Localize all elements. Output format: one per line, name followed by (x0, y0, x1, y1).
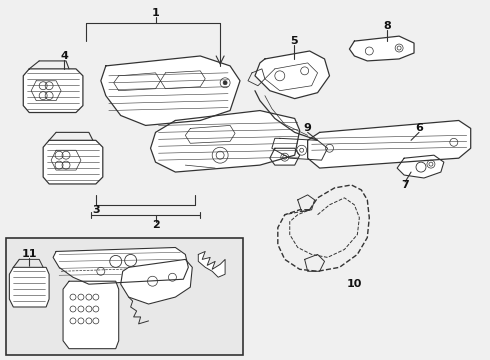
Text: 1: 1 (151, 8, 159, 18)
Text: 4: 4 (60, 51, 68, 61)
Polygon shape (272, 138, 327, 160)
Polygon shape (101, 56, 240, 125)
Text: 2: 2 (151, 220, 159, 230)
Text: 5: 5 (290, 36, 297, 46)
Polygon shape (63, 281, 119, 349)
Polygon shape (53, 247, 188, 284)
Bar (6, 238, 243, 355)
Polygon shape (349, 36, 414, 61)
Text: 3: 3 (92, 205, 99, 215)
Text: 9: 9 (304, 123, 312, 134)
Polygon shape (150, 111, 300, 172)
Polygon shape (198, 251, 225, 277)
Text: 10: 10 (347, 279, 362, 289)
Polygon shape (23, 69, 83, 113)
Text: 6: 6 (415, 123, 423, 134)
Polygon shape (255, 51, 329, 99)
Circle shape (223, 81, 227, 85)
Polygon shape (43, 140, 103, 184)
Text: 7: 7 (401, 180, 409, 190)
Polygon shape (397, 155, 444, 178)
Text: 8: 8 (383, 21, 391, 31)
Text: 11: 11 (22, 249, 37, 260)
Polygon shape (270, 148, 300, 165)
Polygon shape (9, 267, 49, 307)
Polygon shape (308, 121, 471, 168)
Polygon shape (121, 260, 192, 304)
